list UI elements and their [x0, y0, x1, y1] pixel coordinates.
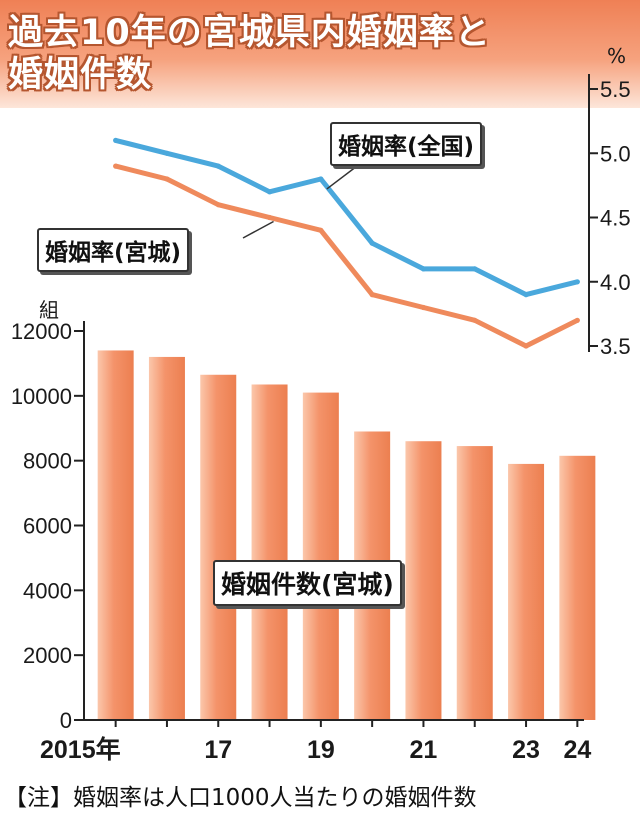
- miyagi-rate-label: 婚姻率(宮城): [37, 228, 190, 272]
- left-axis-unit: 組: [39, 298, 59, 322]
- left-tick-label-8000: 8000: [23, 449, 72, 474]
- rate-point-1-2021: [420, 304, 427, 311]
- bar-2015: [97, 350, 134, 720]
- national-rate-label: 婚姻率(全国): [330, 122, 483, 166]
- right-tick-label-5.5: 5.5: [600, 77, 631, 102]
- bar-2024: [559, 455, 596, 720]
- chart-title-line-2: 婚姻件数: [8, 55, 153, 95]
- rate-point-1-2018: [266, 214, 273, 221]
- bar-2019: [302, 392, 339, 720]
- rate-point-0-2021: [420, 266, 427, 272]
- rate-point-0-2015: [113, 137, 119, 143]
- right-tick-label-3.5: 3.5: [600, 334, 631, 359]
- right-tick-label-4.5: 4.5: [600, 206, 631, 231]
- rate-point-0-2018: [266, 189, 273, 195]
- rate-point-1-2019: [318, 227, 324, 233]
- x-tick-label-2023: 23: [512, 736, 540, 764]
- rate-point-1-2017: [215, 202, 221, 208]
- bar-2016: [148, 356, 185, 720]
- footnote: 【注】婚姻率は人口1000人当たりの婚姻件数: [4, 785, 477, 811]
- bar-2021: [405, 441, 442, 720]
- rate-point-0-2017: [215, 163, 221, 169]
- left-tick-label-0: 0: [60, 708, 72, 733]
- bar-2018: [251, 384, 288, 720]
- left-tick-label-10000: 10000: [11, 384, 72, 409]
- right-tick-label-4: 4.0: [600, 270, 631, 295]
- rate-line-series-0: [115, 137, 578, 298]
- rate-point-0-2016: [164, 150, 170, 156]
- left-tick-label-4000: 4000: [23, 578, 72, 603]
- marriage-count-label: 婚姻件数(宮城): [213, 560, 402, 606]
- rate-point-1-2015: [113, 163, 119, 169]
- rate-point-1-2020: [369, 292, 375, 298]
- chart-title-line-1: 過去10年の宮城県内婚姻率と: [8, 13, 491, 53]
- right-axis-unit: %: [607, 44, 626, 68]
- left-tick-label-2000: 2000: [23, 643, 72, 668]
- miyagi-label-leader: [242, 220, 274, 239]
- bar-2017: [200, 374, 237, 720]
- bar-2023: [508, 463, 545, 720]
- rate-point-0-2020: [369, 240, 375, 246]
- rate-point-0-2022: [472, 266, 478, 272]
- bar-2022: [456, 446, 493, 720]
- x-tick-label-2017: 17: [204, 736, 232, 764]
- x-tick-label-2021: 21: [410, 736, 438, 764]
- rate-point-0-2023: [523, 292, 529, 298]
- left-tick-label-12000: 12000: [11, 319, 72, 344]
- rate-point-1-2022: [472, 317, 478, 323]
- x-tick-label-2015: 2015年: [40, 735, 121, 764]
- right-tick-label-5: 5.0: [600, 141, 631, 166]
- left-tick-label-6000: 6000: [23, 514, 72, 539]
- rate-point-0-2024: [574, 279, 580, 285]
- rate-point-1-2023: [523, 343, 529, 349]
- rate-point-1-2024: [574, 317, 580, 323]
- x-tick-label-2024: 24: [563, 736, 591, 764]
- x-tick-label-2019: 19: [307, 736, 335, 764]
- title-banner: 過去10年の宮城県内婚姻率と 婚姻件数: [0, 0, 640, 108]
- rate-point-1-2016: [164, 176, 170, 182]
- rate-line-series-1: [115, 163, 579, 349]
- rate-point-0-2019: [318, 176, 324, 182]
